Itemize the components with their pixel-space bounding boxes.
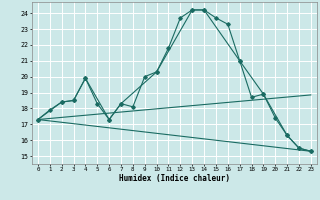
X-axis label: Humidex (Indice chaleur): Humidex (Indice chaleur): [119, 174, 230, 183]
